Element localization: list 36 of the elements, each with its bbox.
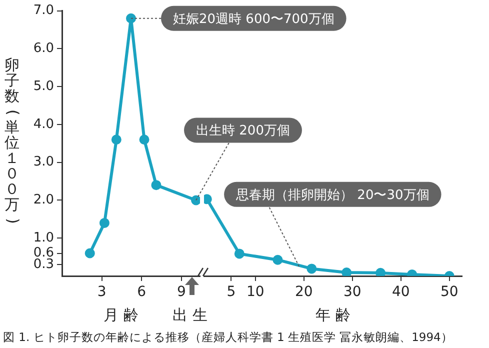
text: 卵子数(単位１００万) — [4, 56, 22, 224]
x-tick-label: 6 — [137, 284, 146, 300]
y-tick-label: 4.0 — [33, 116, 54, 132]
y-tick-label: 6.0 — [33, 41, 54, 56]
point — [306, 264, 317, 274]
y-tick-label: 1.0 — [33, 230, 54, 246]
x-tick-label: 9 — [176, 284, 186, 300]
point — [111, 134, 122, 145]
point — [84, 248, 95, 258]
point — [126, 13, 136, 24]
x-tick-label: 20 — [294, 284, 313, 300]
x-tick-label: 50 — [440, 284, 458, 300]
y-tick-label: 7.0 — [33, 3, 54, 18]
annotation: 出生時 200万個 — [196, 124, 290, 139]
x-tick-label: 30 — [343, 284, 362, 300]
point — [151, 180, 162, 190]
x-axis-title: 年 齢 — [316, 306, 350, 324]
point — [342, 268, 352, 276]
annotation: 妊娠20週時 600〜700万個 — [172, 12, 334, 27]
y-tick-label: 5.0 — [33, 78, 54, 94]
y-tick-label: 3.0 — [33, 154, 54, 170]
x-axis-title: 月 齢 — [104, 306, 138, 324]
x-tick-label: 40 — [392, 284, 410, 300]
point — [272, 254, 283, 265]
y-tick-label: 2.0 — [33, 192, 54, 208]
x-tick-label: 3 — [97, 284, 106, 300]
x-tick-label: 10 — [246, 284, 264, 300]
point — [191, 195, 200, 206]
x-tick-label: 5 — [226, 284, 236, 300]
point — [376, 268, 386, 276]
point — [234, 248, 244, 259]
text: 出 生 — [172, 306, 208, 324]
annotation: 思春期（排卵開始） 20〜30万個 — [235, 188, 430, 203]
point — [139, 134, 150, 145]
point — [99, 218, 110, 228]
caption: 図 1. ヒト卵子数の年齢による推移（産婦人科学書 1 生殖医学 冨永敏朗編、1994） — [3, 330, 453, 344]
